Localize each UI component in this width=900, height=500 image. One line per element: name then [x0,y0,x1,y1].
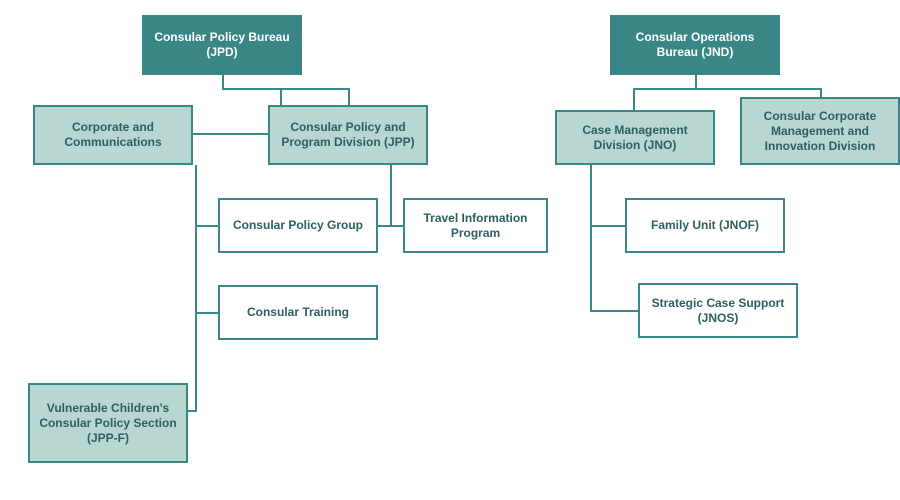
node-jnd: Consular Operations Bureau (JND) [610,15,780,75]
node-travel-info-program: Travel Information Program [403,198,548,253]
connector [590,310,638,312]
node-jno: Case Management Division (JNO) [555,110,715,165]
connector [195,165,197,412]
node-label: Consular Policy Bureau (JPD) [148,30,296,60]
node-label: Consular Training [224,305,372,320]
node-corp-comms: Corporate and Communications [33,105,193,165]
connector [590,225,625,227]
connector [820,88,822,97]
node-label: Vulnerable Children's Consular Policy Se… [34,401,182,446]
org-chart-canvas: Consular Policy Bureau (JPD) Consular Op… [0,0,900,500]
connector [195,225,218,227]
node-jpp: Consular Policy and Program Division (JP… [268,105,428,165]
connector [280,88,348,90]
node-jnos: Strategic Case Support (JNOS) [638,283,798,338]
node-jpp-f: Vulnerable Children's Consular Policy Se… [28,383,188,463]
node-consular-policy-group: Consular Policy Group [218,198,378,253]
connector [348,88,350,105]
connector [222,75,224,90]
connector [378,225,403,227]
node-jnof: Family Unit (JNOF) [625,198,785,253]
node-label: Consular Policy and Program Division (JP… [274,120,422,150]
connector [193,133,268,135]
connector [222,88,282,90]
node-label: Strategic Case Support (JNOS) [644,296,792,326]
node-corp-mgmt: Consular Corporate Management and Innova… [740,97,900,165]
node-label: Consular Policy Group [224,218,372,233]
node-label: Family Unit (JNOF) [631,218,779,233]
connector [390,165,392,225]
connector [280,88,282,105]
connector [695,88,820,90]
connector [695,75,697,90]
connector [590,165,592,312]
node-label: Consular Operations Bureau (JND) [616,30,774,60]
node-label: Travel Information Program [409,211,542,241]
node-label: Case Management Division (JNO) [561,123,709,153]
connector [633,88,635,110]
connector [633,88,695,90]
node-label: Consular Corporate Management and Innova… [746,109,894,154]
node-consular-training: Consular Training [218,285,378,340]
node-jpd: Consular Policy Bureau (JPD) [142,15,302,75]
connector [195,312,218,314]
node-label: Corporate and Communications [39,120,187,150]
